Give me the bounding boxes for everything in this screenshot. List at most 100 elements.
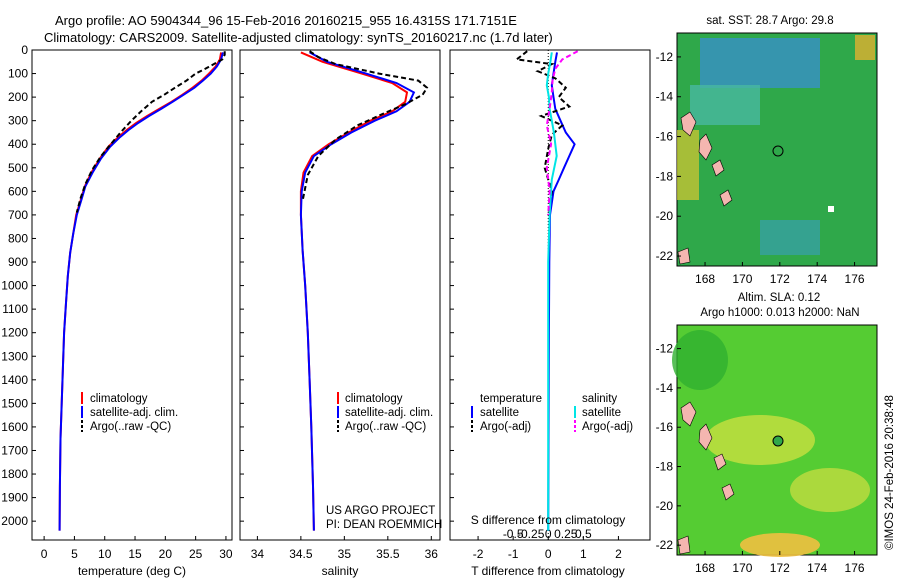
series-line-salinity-satellite	[545, 52, 558, 531]
sst-cool-patch	[700, 38, 820, 88]
map-x-tick-label: 172	[770, 272, 790, 286]
map-x-tick-label: 176	[845, 272, 865, 286]
x-tick-label: 30	[219, 547, 233, 561]
depth-tick-label: 1800	[1, 467, 28, 481]
sst-map-title: sat. SST: 28.7 Argo: 29.8	[706, 15, 833, 27]
sst-warm-patch	[677, 130, 699, 200]
imos-timestamp: ©IMOS 24-Feb-2016 20:38:48	[884, 395, 896, 550]
difference-legend: temperature salinity satellite satellite…	[471, 393, 633, 433]
temperature-xlabel: temperature (deg C)	[78, 564, 186, 578]
x-tick-label: 5	[71, 547, 78, 561]
s-tick-label: 0.5	[575, 527, 592, 541]
header-line-2: Climatology: CARS2009. Satellite-adjuste…	[44, 30, 553, 45]
float-position-marker	[772, 435, 784, 447]
temperature-plot-frame	[31, 49, 233, 541]
map-y-tick-label: -18	[656, 169, 674, 183]
map-x-tick-label: 172	[770, 561, 790, 575]
map-no-data-patch	[828, 206, 834, 212]
depth-tick-label: 1000	[1, 279, 28, 293]
float-position-marker	[772, 145, 784, 157]
depth-tick-label: 100	[8, 67, 28, 81]
series-line-argo-raw-qc	[75, 51, 226, 213]
depth-tick-label: 700	[8, 208, 28, 222]
map-x-tick-label: 168	[695, 272, 715, 286]
salinity-plot-frame	[239, 49, 441, 541]
map-y-tick-label: -16	[656, 420, 674, 434]
x-tick-label: 35	[338, 547, 352, 561]
sst-cool-patch	[690, 85, 760, 125]
x-tick-label: 36	[425, 547, 439, 561]
depth-tick-label: 1300	[1, 349, 28, 363]
land-island	[698, 133, 713, 161]
map-x-tick-label: 174	[807, 561, 827, 575]
depth-axis: 0 100 200 300 400 500 600 700 800 900 1000 1100 1200…	[1, 43, 454, 528]
land-island	[721, 483, 735, 501]
depth-tick-label: 900	[8, 255, 28, 269]
depth-tick-label: 300	[8, 114, 28, 128]
land-island	[680, 111, 697, 137]
header-line-1: Argo profile: AO 5904344_96 15-Feb-2016 …	[55, 13, 517, 28]
map-y-tick-label: -14	[656, 381, 674, 395]
depth-tick-label: 400	[8, 137, 28, 151]
map-y-tick-label: -12	[656, 342, 674, 356]
sst-cool-patch	[760, 220, 820, 255]
s-tick-label: -0.25	[517, 527, 545, 541]
sla-map	[672, 324, 878, 557]
legend-label-climatology: climatology	[345, 393, 403, 405]
land-island	[677, 535, 691, 555]
sst-map	[676, 32, 878, 267]
map-x-tick-label: 170	[732, 561, 752, 575]
map-x-tick-label: 170	[732, 272, 752, 286]
depth-tick-label: 600	[8, 184, 28, 198]
land-island	[677, 247, 691, 265]
land-island	[713, 453, 727, 471]
sla-high-region	[705, 415, 815, 465]
x-tick-label: 35.5	[376, 547, 400, 561]
temperature-x-axis: 0 5 10 15 20 25 30	[41, 536, 233, 561]
depth-tick-label: 1900	[1, 491, 28, 505]
depth-tick-label: 1500	[1, 396, 28, 410]
map-y-tick-label: -12	[656, 50, 674, 64]
land-island	[680, 401, 697, 427]
x-tick-label: 0	[41, 547, 48, 561]
sla-map-title-1: Altim. SLA: 0.12	[738, 292, 820, 304]
x-tick-label: 34	[251, 547, 265, 561]
legend-title-salinity: salinity	[582, 393, 617, 405]
difference-series	[514, 50, 579, 540]
difference-plot-frame	[449, 49, 651, 541]
depth-tick-label: 1200	[1, 326, 28, 340]
map-x-tick-label: 174	[807, 272, 827, 286]
sst-map-axes: 168 170 172 174 176 -12 -14 -16 -18 -20 -22	[656, 50, 865, 286]
x-tick-label: -1	[508, 547, 519, 561]
depth-tick-label: 500	[8, 161, 28, 175]
map-x-tick-label: 168	[695, 561, 715, 575]
land-island	[719, 189, 733, 207]
sla-map-title-2: Argo h1000: 0.013 h2000: NaN	[700, 307, 859, 319]
sst-warm-patch	[855, 35, 875, 60]
salinity-xlabel: salinity	[322, 564, 359, 578]
depth-tick-label: 200	[8, 90, 28, 104]
depth-tick-label: 1100	[2, 302, 28, 316]
series-line-climatology	[58, 52, 223, 531]
series-line-satellite-adj-clim	[58, 52, 224, 531]
legend-title-temperature: temperature	[480, 393, 542, 405]
map-y-tick-label: -16	[656, 130, 674, 144]
x-tick-label: 34.5	[289, 547, 313, 561]
series-line-salinity-argo-adj	[545, 50, 579, 215]
sla-high-region	[740, 533, 820, 557]
pi-credit: PI: DEAN ROEMMICH	[326, 519, 442, 531]
map-x-tick-label: 176	[845, 561, 865, 575]
sla-low-region	[672, 330, 728, 390]
s-difference-label: S difference from climatology	[471, 513, 626, 527]
map-y-tick-label: -20	[656, 499, 674, 513]
legend-label-satellite: satellite-adj. clim.	[90, 407, 178, 419]
series-line-temperature-argo-adj	[514, 50, 572, 216]
depth-tick-label: 800	[8, 231, 28, 245]
x-tick-label: 10	[98, 547, 112, 561]
series-line-argo-raw-qc	[301, 50, 429, 201]
s-tick-label: -0.5	[503, 527, 524, 541]
salinity-series	[299, 50, 429, 531]
depth-tick-label: 1400	[1, 373, 28, 387]
legend-label-s-argo: Argo(-adj)	[582, 421, 633, 433]
x-tick-label: 15	[128, 547, 142, 561]
